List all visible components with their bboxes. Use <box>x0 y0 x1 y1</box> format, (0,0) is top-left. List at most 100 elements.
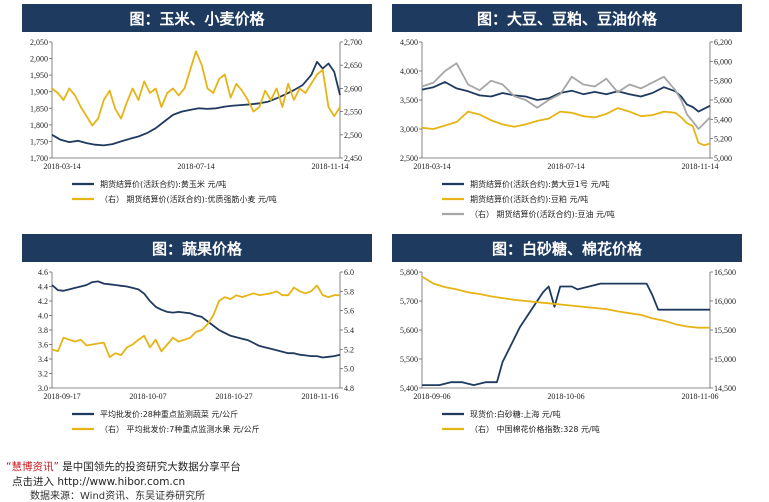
y-left-tick-label: 3,000 <box>400 125 418 134</box>
y-right-tick-label: 4.8 <box>344 384 354 393</box>
x-tick-label: 2018-11-06 <box>681 392 718 401</box>
y-right-tick-label: 2,550 <box>344 108 362 117</box>
chart-panel-sugar-cotton: 图：白砂糖、棉花价格 5,400 5,500 5,600 5,700 5,800 14,5… <box>392 234 742 452</box>
legend-label: （右） 期货结算价(活跃合约):豆油 元/吨 <box>470 209 615 219</box>
y-right-tick-label: 5,400 <box>714 115 732 124</box>
y-left-tick-label: 4.4 <box>38 283 48 292</box>
x-tick-label: 2018-10-07 <box>129 392 166 401</box>
chart-title: 图：白砂糖、棉花价格 <box>392 234 742 262</box>
footer-slogan: 是中国领先的投资研究大数据分享平台 <box>62 461 241 473</box>
footer-slogan-line: “慧博资讯” 是中国领先的投资研究大数据分享平台 <box>6 459 241 474</box>
y-left-tick-label: 4,000 <box>400 67 418 76</box>
y-right-tick-label: 6.0 <box>344 268 354 277</box>
y-left-tick-label: 5,500 <box>400 355 418 364</box>
y-right-tick-label: 15,000 <box>714 355 736 364</box>
y-right-tick-label: 5.6 <box>344 307 354 316</box>
y-right-tick-label: 2,650 <box>344 61 362 70</box>
x-tick-label: 2018-10-06 <box>547 392 584 401</box>
chart-title: 图：大豆、豆粕、豆油价格 <box>392 4 742 32</box>
series-line-2 <box>421 62 711 130</box>
y-right-tick-label: 5,200 <box>714 135 732 144</box>
y-right-tick-label: 5,600 <box>714 96 732 105</box>
y-left-tick-label: 3.4 <box>38 355 48 364</box>
x-tick-label: 2018-11-14 <box>681 162 718 171</box>
y-left-tick-label: 5,700 <box>400 297 418 306</box>
footer-url-line: 点击进入 http://www.hibor.com.cn <box>12 474 185 489</box>
x-tick-label: 2018-07-14 <box>547 162 584 171</box>
x-tick-label: 2018-09-17 <box>43 392 80 401</box>
chart-panel-corn-wheat: 图：玉米、小麦价格 1,700 1,750 1,800 1,850 1,900 1,950… <box>22 4 372 222</box>
y-left-tick-label: 1,750 <box>30 137 48 146</box>
footer-brand: “慧博资讯” <box>6 461 59 473</box>
y-left-tick-label: 1,900 <box>30 88 48 97</box>
y-right-tick-label: 5.2 <box>344 345 354 354</box>
chart-title: 图：玉米、小麦价格 <box>22 4 372 32</box>
chart-svg: 2,500 3,000 3,500 4,000 4,500 5,000 5,200 5,400… <box>400 38 732 219</box>
y-left-tick-label: 5,800 <box>400 268 418 277</box>
chart-title: 图：蔬果价格 <box>22 234 372 262</box>
legend-label: 期货结算价(活跃合约):黄大豆1号 元/吨 <box>470 179 609 189</box>
y-left-tick-label: 1,950 <box>30 71 48 80</box>
y-right-tick-label: 16,000 <box>714 297 736 306</box>
legend-label: 期货结算价(活跃合约):豆粕 元/吨 <box>470 194 588 204</box>
x-tick-label: 2018-03-14 <box>413 162 450 171</box>
y-left-tick-label: 2,500 <box>400 154 418 163</box>
series-line-0 <box>51 280 341 359</box>
y-left-tick-label: 3,500 <box>400 96 418 105</box>
y-right-tick-label: 16,500 <box>714 268 736 277</box>
legend-label: 期货结算价(活跃合约):黄玉米 元/吨 <box>100 179 226 189</box>
chart-panel-vegetable-fruit: 图：蔬果价格 3.0 3.2 3.4 3.6 3.8 4.0 4.2 4.4 4.6 4.8 5.0… <box>22 234 372 452</box>
series-line-1 <box>421 275 710 329</box>
y-left-tick-label: 4.2 <box>38 297 48 306</box>
y-left-tick-label: 4.0 <box>38 312 48 321</box>
y-left-tick-label: 3.0 <box>38 384 48 393</box>
x-tick-label: 2018-11-16 <box>301 392 338 401</box>
legend-label: （右） 平均批发价:7种重点监测水果 元/公斤 <box>100 424 260 434</box>
y-left-tick-label: 4,500 <box>400 38 418 47</box>
y-right-tick-label: 15,500 <box>714 326 736 335</box>
legend-label: 平均批发价:28种重点监测蔬菜 元/公斤 <box>100 409 238 419</box>
y-left-tick-label: 5,400 <box>400 384 418 393</box>
y-left-tick-label: 2,000 <box>30 55 48 64</box>
y-right-tick-label: 2,700 <box>344 38 362 47</box>
y-right-tick-label: 2,450 <box>344 154 362 163</box>
series-line-0 <box>422 282 710 386</box>
footer-source: 数据来源：Wind资讯、东吴证券研究所 <box>30 491 206 502</box>
y-right-tick-label: 14,500 <box>714 384 736 393</box>
chart-svg: 1,700 1,750 1,800 1,850 1,900 1,950 2,000 2,050… <box>30 38 362 204</box>
legend-label: 现货价:白砂糖:上海 元/吨 <box>470 409 561 419</box>
x-tick-label: 2018-10-27 <box>215 392 252 401</box>
y-left-tick-label: 1,800 <box>30 121 48 130</box>
chart-svg: 3.0 3.2 3.4 3.6 3.8 4.0 4.2 4.4 4.6 4.8 5.0 5.2 5.4 5… <box>38 268 354 434</box>
legend-label: （右） 期货结算价(活跃合约):优质强筋小麦 元/吨 <box>100 194 277 204</box>
y-left-tick-label: 3.2 <box>38 370 48 379</box>
series-line-0 <box>51 60 341 147</box>
chart-panel-soy: 图：大豆、豆粕、豆油价格 2,500 3,000 3,500 4,000 4,500 5,… <box>392 4 742 222</box>
y-left-tick-label: 2,050 <box>30 38 48 47</box>
series-line-1 <box>51 50 341 127</box>
y-left-tick-label: 1,850 <box>30 104 48 113</box>
series-line-0 <box>421 81 711 113</box>
y-right-tick-label: 5.4 <box>344 326 354 335</box>
y-right-tick-label: 5.0 <box>344 365 354 374</box>
x-tick-label: 2018-11-14 <box>311 162 348 171</box>
x-tick-label: 2018-07-14 <box>177 162 214 171</box>
series-line-1 <box>421 107 711 147</box>
y-right-tick-label: 6,000 <box>714 57 732 66</box>
y-left-tick-label: 3.8 <box>38 326 48 335</box>
y-right-tick-label: 5.8 <box>344 287 354 296</box>
x-tick-label: 2018-09-06 <box>413 392 450 401</box>
y-left-tick-label: 1,700 <box>30 154 48 163</box>
y-right-tick-label: 5,800 <box>714 77 732 86</box>
footer-url-link[interactable]: http://www.hibor.com.cn <box>57 476 186 488</box>
y-left-tick-label: 4.6 <box>38 268 48 277</box>
y-right-tick-label: 2,600 <box>344 84 362 93</box>
y-left-tick-label: 3.6 <box>38 341 48 350</box>
x-tick-label: 2018-03-14 <box>43 162 80 171</box>
legend-label: （右） 中国棉花价格指数:328 元/吨 <box>470 424 600 434</box>
series-line-1 <box>51 284 340 358</box>
y-right-tick-label: 2,500 <box>344 131 362 140</box>
y-right-tick-label: 5,000 <box>714 154 732 163</box>
y-left-tick-label: 5,600 <box>400 326 418 335</box>
y-right-tick-label: 6,200 <box>714 38 732 47</box>
